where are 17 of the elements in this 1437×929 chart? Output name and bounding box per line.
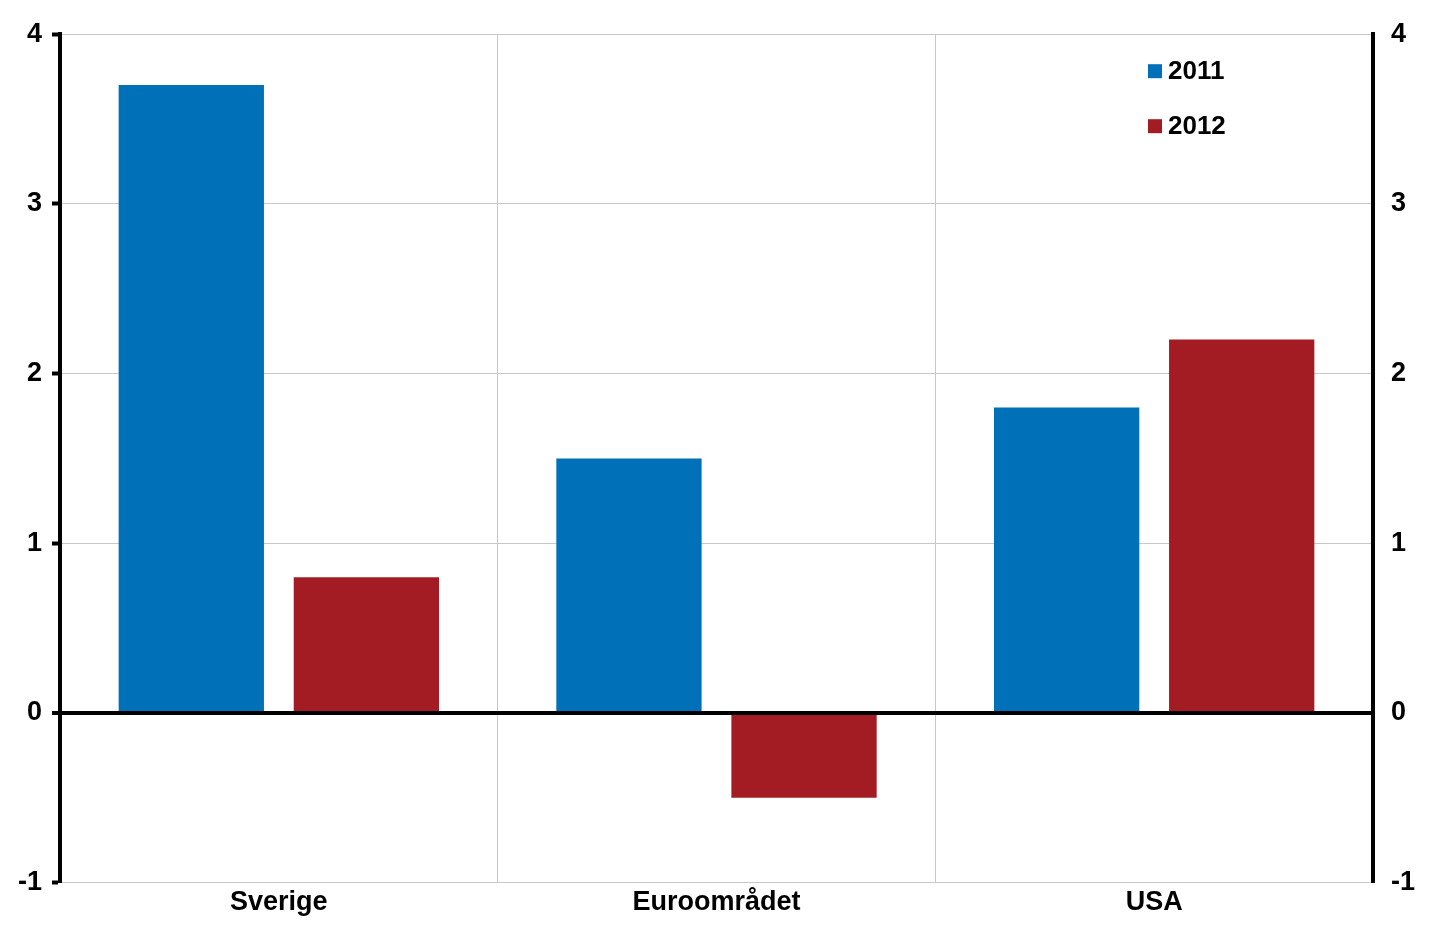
y-tick-label: 2 xyxy=(26,357,43,388)
x-tick-label: Sverige xyxy=(230,886,328,917)
y2-tick-label: 2 xyxy=(1390,357,1407,388)
y2-tick-label: -1 xyxy=(1390,866,1416,897)
y-tick-label: 1 xyxy=(26,526,43,557)
y2-tick-label: 3 xyxy=(1390,187,1407,218)
y-tick-label: 0 xyxy=(26,696,43,727)
legend-label: 2012 xyxy=(1167,110,1226,141)
y-tick-label: 4 xyxy=(26,17,43,48)
y2-tick-label: 0 xyxy=(1390,696,1407,727)
y-tick-label: 3 xyxy=(26,187,43,218)
y-tick-label: -1 xyxy=(17,866,43,897)
y2-tick-label: 1 xyxy=(1390,526,1407,557)
x-tick-label: Euroområdet xyxy=(632,886,801,917)
y2-tick-label: 4 xyxy=(1390,17,1407,48)
x-tick-label: USA xyxy=(1125,886,1183,917)
legend-label: 2011 xyxy=(1167,55,1225,86)
